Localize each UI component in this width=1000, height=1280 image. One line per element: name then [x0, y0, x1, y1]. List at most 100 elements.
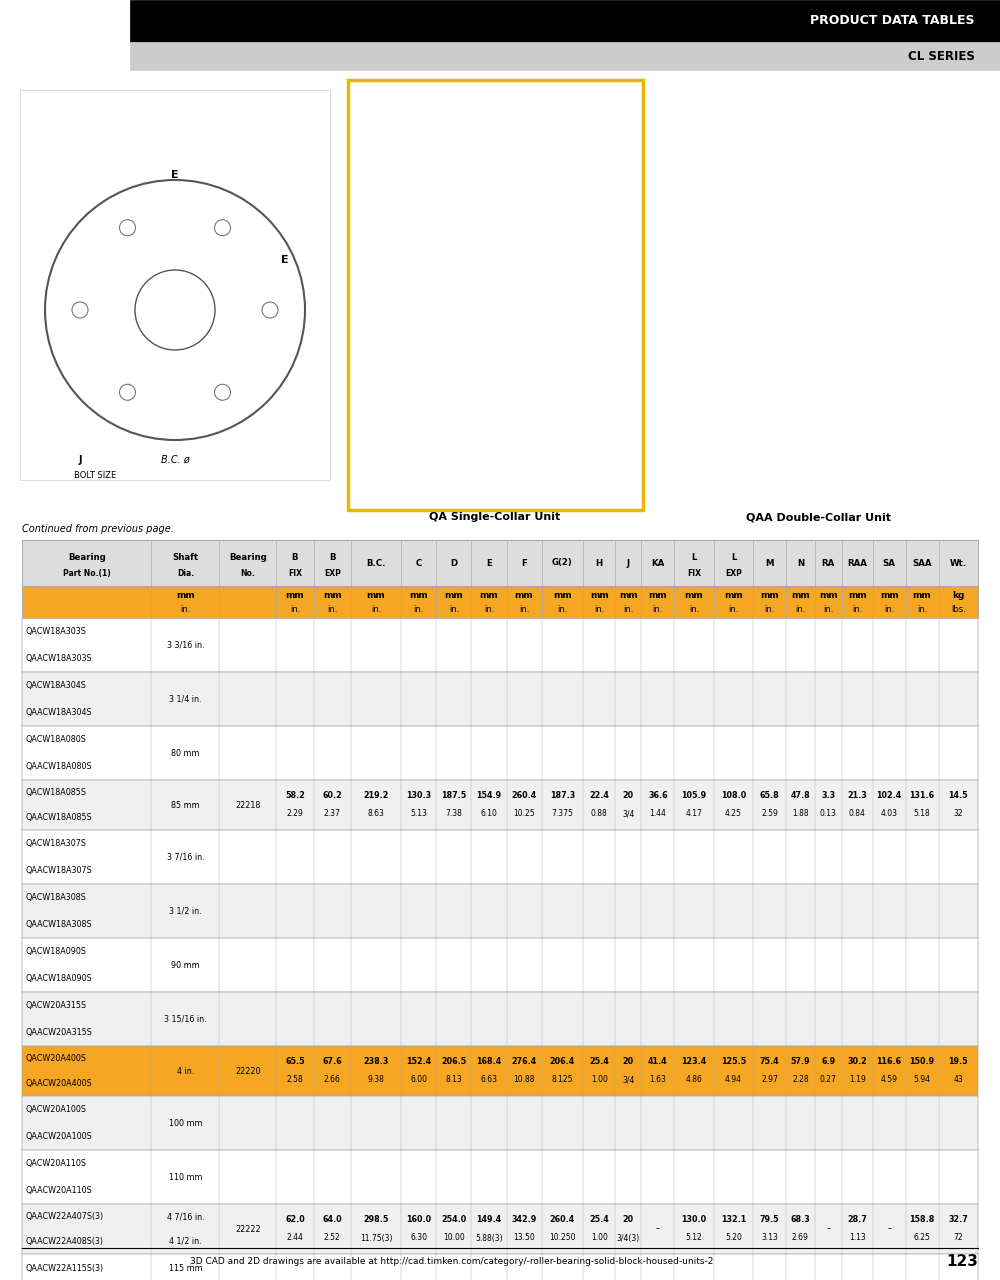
Text: Dia.: Dia. — [177, 568, 194, 577]
Text: QAACW20A100S: QAACW20A100S — [25, 1132, 92, 1140]
Text: 85 mm: 85 mm — [171, 800, 200, 809]
Text: 3 1/4 in.: 3 1/4 in. — [169, 695, 202, 704]
Text: 4.86: 4.86 — [686, 1075, 702, 1084]
Text: QAACW18A304S: QAACW18A304S — [25, 708, 92, 717]
Text: 116.6: 116.6 — [877, 1056, 902, 1065]
Text: Continued from previous page.: Continued from previous page. — [22, 524, 174, 534]
Text: 123.4: 123.4 — [681, 1056, 707, 1065]
Text: 20: 20 — [623, 791, 634, 800]
Text: QAACW20A110S: QAACW20A110S — [25, 1187, 92, 1196]
Text: QAACW20A400S: QAACW20A400S — [25, 1079, 92, 1088]
Text: mm: mm — [590, 591, 609, 600]
Bar — [22, 540, 978, 586]
Text: 43: 43 — [953, 1075, 963, 1084]
Text: 5.12: 5.12 — [686, 1234, 702, 1243]
Text: mm: mm — [791, 591, 810, 600]
Text: 22.4: 22.4 — [589, 791, 609, 800]
Text: 123: 123 — [946, 1254, 978, 1270]
Text: mm: mm — [323, 591, 342, 600]
Text: 254.0: 254.0 — [441, 1215, 467, 1224]
Text: 65.5: 65.5 — [285, 1056, 305, 1065]
Text: in.: in. — [765, 604, 775, 613]
Text: mm: mm — [913, 591, 931, 600]
Text: D: D — [450, 558, 458, 567]
Text: SA: SA — [883, 558, 896, 567]
Text: 32.7: 32.7 — [948, 1215, 968, 1224]
Text: 10.88: 10.88 — [513, 1075, 535, 1084]
Text: 8.63: 8.63 — [368, 809, 385, 818]
Text: 158.8: 158.8 — [909, 1215, 935, 1224]
Text: 115 mm: 115 mm — [169, 1265, 202, 1274]
Text: QACW18A080S: QACW18A080S — [25, 735, 86, 744]
Text: mm: mm — [619, 591, 638, 600]
Text: in.: in. — [484, 604, 494, 613]
Text: 6.25: 6.25 — [914, 1234, 931, 1243]
Text: 58.2: 58.2 — [285, 791, 305, 800]
Text: 3.13: 3.13 — [761, 1234, 778, 1243]
Text: QAA Double-Collar Unit: QAA Double-Collar Unit — [746, 512, 891, 522]
Text: 260.4: 260.4 — [550, 1215, 575, 1224]
Text: PRODUCT DATA TABLES: PRODUCT DATA TABLES — [810, 14, 975, 27]
Text: B.C.: B.C. — [366, 558, 386, 567]
Text: J: J — [627, 558, 630, 567]
Text: 2.37: 2.37 — [324, 809, 341, 818]
Text: 105.9: 105.9 — [681, 791, 707, 800]
Text: 22222: 22222 — [235, 1225, 261, 1234]
Text: FIX: FIX — [687, 568, 701, 577]
Text: 32: 32 — [953, 809, 963, 818]
Text: 160.0: 160.0 — [406, 1215, 431, 1224]
Text: N: N — [797, 558, 804, 567]
Bar — [655, 90, 985, 480]
Text: B.C. ø: B.C. ø — [161, 454, 189, 465]
Text: 0.84: 0.84 — [849, 809, 866, 818]
Text: EXP: EXP — [324, 568, 341, 577]
Bar — [22, 1096, 978, 1149]
Text: in.: in. — [917, 604, 927, 613]
Text: QAACW18A303S: QAACW18A303S — [25, 654, 92, 663]
Text: QAACW18A085S: QAACW18A085S — [25, 813, 92, 822]
Text: 3 3/16 in.: 3 3/16 in. — [167, 640, 204, 649]
Text: No.: No. — [240, 568, 255, 577]
Text: 3/4: 3/4 — [622, 1075, 634, 1084]
Text: FIX: FIX — [288, 568, 302, 577]
Text: 187.5: 187.5 — [441, 791, 467, 800]
Text: QACW18A085S: QACW18A085S — [25, 788, 86, 797]
Text: in.: in. — [689, 604, 699, 613]
Text: 131.6: 131.6 — [910, 791, 935, 800]
Text: QAACW22A407S(3): QAACW22A407S(3) — [25, 1212, 103, 1221]
Text: 3/4(3): 3/4(3) — [617, 1234, 640, 1243]
Text: QACW18A304S: QACW18A304S — [25, 681, 86, 690]
Text: KA: KA — [651, 558, 664, 567]
Text: Part No.(1): Part No.(1) — [63, 568, 111, 577]
Bar — [22, 586, 978, 618]
Text: QACW18A303S: QACW18A303S — [25, 627, 86, 636]
Text: mm: mm — [819, 591, 838, 600]
Text: 130.3: 130.3 — [406, 791, 431, 800]
Text: 11.75(3): 11.75(3) — [360, 1234, 392, 1243]
Text: 14.5: 14.5 — [948, 791, 968, 800]
Text: 1.00: 1.00 — [591, 1234, 608, 1243]
Bar — [22, 780, 978, 829]
Text: 3/4: 3/4 — [622, 809, 634, 818]
Text: 62.0: 62.0 — [285, 1215, 305, 1224]
Text: mm: mm — [760, 591, 779, 600]
Text: 110 mm: 110 mm — [169, 1172, 202, 1181]
Bar — [130, 42, 1000, 70]
Text: QAACW18A090S: QAACW18A090S — [25, 974, 92, 983]
Text: 6.30: 6.30 — [410, 1234, 427, 1243]
Text: QACW18A308S: QACW18A308S — [25, 893, 86, 902]
Bar — [22, 618, 978, 672]
Text: C: C — [416, 558, 422, 567]
Text: Bearing: Bearing — [68, 553, 106, 562]
Text: 7.375: 7.375 — [552, 809, 573, 818]
Text: B: B — [329, 553, 336, 562]
Text: 65.8: 65.8 — [760, 791, 780, 800]
Text: –: – — [656, 1225, 660, 1234]
Text: 25.4: 25.4 — [589, 1056, 609, 1065]
Bar — [22, 1046, 978, 1096]
Text: 2.58: 2.58 — [287, 1075, 303, 1084]
Text: 4.17: 4.17 — [686, 809, 702, 818]
Text: 4.25: 4.25 — [725, 809, 742, 818]
Bar — [22, 992, 978, 1046]
Bar — [348, 79, 643, 509]
